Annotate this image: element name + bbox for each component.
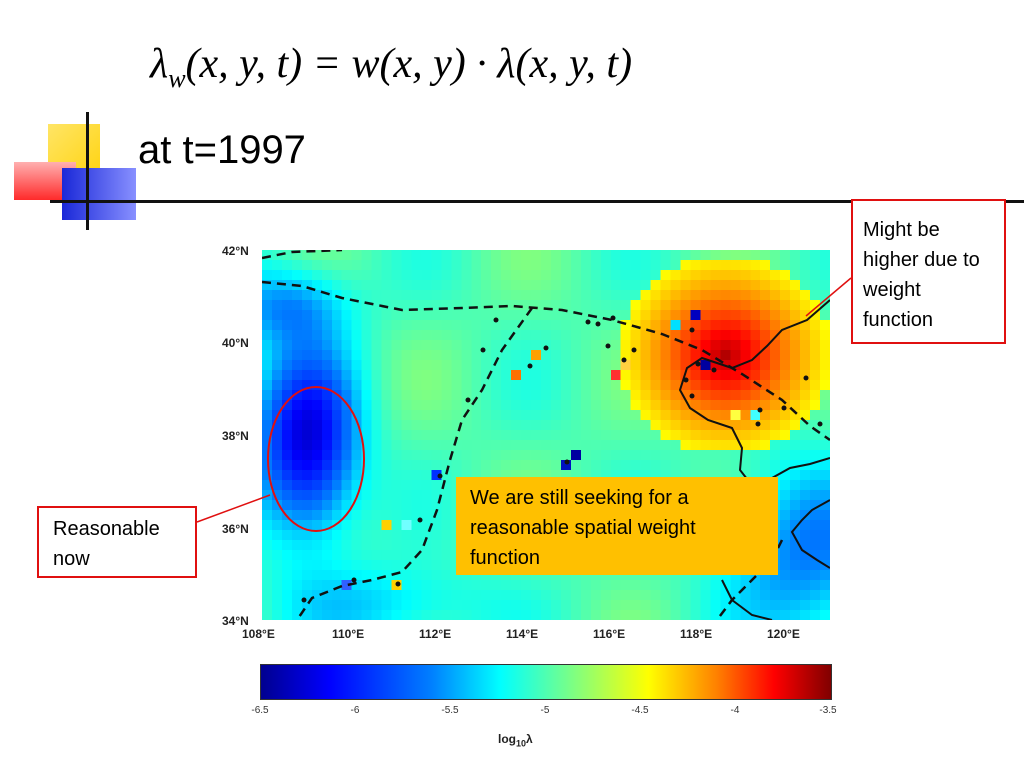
lat-label-36: 36°N (222, 522, 249, 536)
colorbar-tick: -5.5 (441, 705, 459, 716)
lat-label-34: 34°N (222, 614, 249, 628)
colorbar (260, 664, 832, 700)
lon-label-108: 108°E (242, 627, 275, 641)
lon-label-118: 118°E (680, 627, 713, 641)
colorbar-tick: -4.5 (631, 705, 649, 716)
lon-label-120: 120°E (767, 627, 800, 641)
lon-label-112: 112°E (419, 627, 452, 641)
deco-blue-square (62, 168, 136, 220)
epicenter-dots (301, 315, 823, 603)
colorbar-tick: -5 (540, 705, 550, 716)
colorbar-tick: -3.5 (819, 705, 837, 716)
colorbar-label: log10λ (498, 732, 533, 749)
lon-label-110: 110°E (332, 627, 365, 641)
formula: λw(x, y, t) = w(x, y) · λ(x, y, t) (150, 41, 633, 93)
lon-label-114: 114°E (506, 627, 539, 641)
boundary-east (716, 539, 784, 620)
page-title: at t=1997 (138, 128, 306, 172)
colorbar-tick: -4 (730, 705, 740, 716)
lat-label-38: 38°N (222, 429, 249, 443)
title-divider (50, 200, 1024, 203)
boundary-north (262, 250, 343, 260)
colorbar-tick: -6.5 (251, 705, 269, 716)
reasonable-region-ellipse (267, 386, 365, 532)
boundary-main (262, 280, 830, 442)
callout-weight-function: Might be higher due to weight function (851, 199, 1006, 344)
callout-reasonable: Reasonable now (37, 506, 197, 578)
lat-label-42: 42°N (222, 244, 249, 258)
lon-label-116: 116°E (593, 627, 626, 641)
note-box: We are still seeking for a reasonable sp… (456, 477, 778, 575)
lat-label-40: 40°N (222, 336, 249, 350)
boundary-central (295, 307, 534, 620)
province-boundaries (262, 250, 830, 620)
colorbar-tick: -6 (350, 705, 360, 716)
deco-vertical-line (86, 112, 89, 230)
